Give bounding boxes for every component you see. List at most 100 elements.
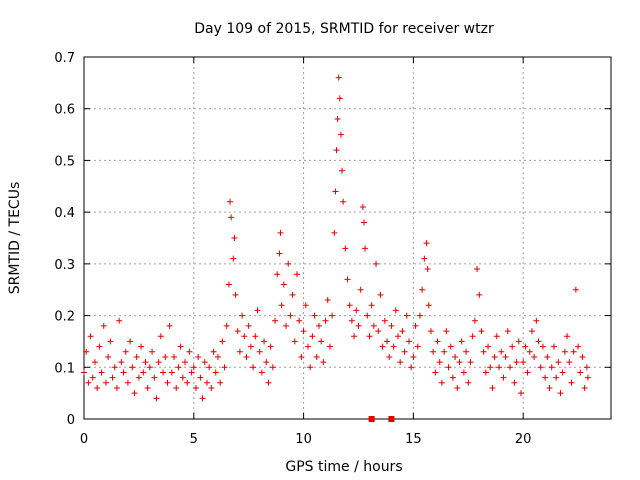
data-point (458, 338, 465, 345)
data-point (443, 328, 450, 335)
data-point (199, 395, 206, 402)
data-point (272, 317, 279, 324)
data-point (416, 312, 423, 319)
data-point (315, 322, 322, 329)
data-point (539, 343, 546, 350)
data-point (359, 203, 366, 210)
data-point (373, 260, 380, 267)
data-point (227, 198, 234, 205)
data-point (326, 343, 333, 350)
data-point (263, 359, 270, 366)
data-point (436, 359, 443, 366)
data-point (489, 384, 496, 391)
data-point (424, 266, 431, 273)
data-point (465, 379, 472, 386)
data-point (300, 328, 307, 335)
data-point (131, 390, 138, 397)
data-point (311, 312, 318, 319)
data-point (460, 369, 467, 376)
data-point (138, 343, 145, 350)
data-point (463, 348, 470, 355)
data-point (210, 348, 217, 355)
data-point (434, 338, 441, 345)
data-point (493, 333, 500, 340)
data-point (146, 364, 153, 371)
data-point (214, 353, 221, 360)
data-point (447, 343, 454, 350)
data-point (228, 214, 235, 221)
data-point (225, 281, 232, 288)
data-point (432, 369, 439, 376)
data-point (566, 359, 573, 366)
data-point (526, 348, 533, 355)
data-point (430, 348, 437, 355)
data-point (384, 338, 391, 345)
data-point (94, 384, 101, 391)
data-point (386, 353, 393, 360)
data-point (337, 131, 344, 138)
data-point (336, 95, 343, 102)
data-point (96, 343, 103, 350)
data-point (208, 384, 215, 391)
data-point (403, 312, 410, 319)
data-point (293, 271, 300, 278)
data-point (102, 379, 109, 386)
data-point (287, 312, 294, 319)
data-point (421, 255, 428, 262)
data-point (491, 353, 498, 360)
data-point (201, 359, 208, 366)
data-point (151, 374, 158, 381)
data-point (168, 369, 175, 376)
data-point (258, 369, 265, 376)
data-point (113, 384, 120, 391)
data-point (537, 364, 544, 371)
data-point (118, 359, 125, 366)
data-point (535, 338, 542, 345)
data-point (368, 302, 375, 309)
data-point-square (388, 416, 395, 422)
data-point (506, 364, 513, 371)
x-tick-label: 20 (515, 432, 532, 447)
data-point (339, 167, 346, 174)
data-point (520, 359, 527, 366)
data-point (87, 333, 94, 340)
data-point (109, 374, 116, 381)
data-point (528, 328, 535, 335)
data-point (247, 343, 254, 350)
data-point (522, 343, 529, 350)
data-point (124, 379, 131, 386)
data-point (511, 379, 518, 386)
data-point (217, 379, 224, 386)
data-point (184, 379, 191, 386)
data-point (531, 353, 538, 360)
data-point (509, 343, 516, 350)
y-tick-label: 0.3 (54, 258, 75, 273)
data-point (485, 343, 492, 350)
data-point (98, 369, 105, 376)
data-point (449, 374, 456, 381)
data-point (502, 353, 509, 360)
data-point (234, 328, 241, 335)
data-point (212, 369, 219, 376)
data-point (392, 307, 399, 314)
data-point (482, 369, 489, 376)
data-point (427, 328, 434, 335)
data-point (280, 281, 287, 288)
data-point (230, 255, 237, 262)
data-point (395, 333, 402, 340)
data-point (283, 322, 290, 329)
data-point (206, 364, 213, 371)
data-point (278, 302, 285, 309)
y-tick-label: 0.1 (54, 361, 75, 376)
data-point (186, 348, 193, 355)
data-point (555, 359, 562, 366)
data-point (487, 364, 494, 371)
data-point (348, 317, 355, 324)
data-point (542, 374, 549, 381)
data-point (564, 333, 571, 340)
data-point (570, 348, 577, 355)
data-point (274, 271, 281, 278)
data-point (179, 374, 186, 381)
data-point (329, 312, 336, 319)
data-point (351, 333, 358, 340)
